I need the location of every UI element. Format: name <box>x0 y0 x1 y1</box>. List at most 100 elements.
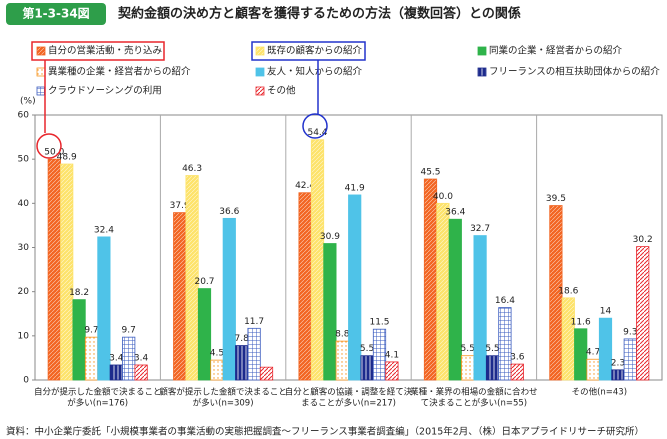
data-label: 11.6 <box>571 317 591 327</box>
data-label: 45.5 <box>420 168 440 178</box>
bar <box>185 175 199 381</box>
data-label: 5.5 <box>485 344 499 354</box>
bar <box>561 297 575 381</box>
data-label: 30.2 <box>633 235 653 245</box>
bar <box>586 358 600 381</box>
data-label: 3.6 <box>510 353 525 363</box>
data-label: 40.0 <box>433 192 453 202</box>
data-label: 20.7 <box>194 277 214 287</box>
bar <box>72 299 86 381</box>
bar <box>461 355 475 381</box>
data-label: 30.9 <box>320 232 340 242</box>
legend-swatch <box>255 67 265 77</box>
bar <box>372 328 387 381</box>
y-tick-label: 60 <box>18 111 30 121</box>
data-label: 7.8 <box>235 334 250 344</box>
bar <box>173 212 187 381</box>
x-tick-label: その他(n=43) <box>572 387 627 398</box>
x-tick-label: 業種・業界の相場の金額に合わせ <box>410 387 538 398</box>
bar <box>448 218 462 381</box>
data-label: 18.2 <box>69 288 89 298</box>
data-label: 3.4 <box>109 353 124 363</box>
data-label: 37.9 <box>170 201 190 211</box>
y-tick-label: 20 <box>18 287 30 297</box>
data-label: 39.5 <box>546 194 566 204</box>
bar <box>423 178 438 381</box>
data-label: 18.6 <box>558 286 578 296</box>
bar <box>360 355 374 381</box>
data-label: 2.3 <box>611 358 625 368</box>
bar <box>549 205 563 381</box>
x-tick-label: が多い(n=176) <box>67 398 128 409</box>
legend-swatch <box>36 67 46 77</box>
chart-title: 契約金額の決め方と顧客を獲得するための方法（複数回答）との関係 <box>117 6 521 22</box>
data-label: 42.4 <box>295 181 315 191</box>
bar <box>498 307 512 381</box>
highlight-box <box>31 41 165 61</box>
bar <box>109 364 123 381</box>
bar <box>636 246 650 381</box>
data-label: 48.9 <box>57 153 77 163</box>
legend-label: 自分の営業活動・売り込み <box>48 45 162 57</box>
data-label: 11.7 <box>244 317 264 327</box>
x-tick-label: 顧客が提示した金額で決まること <box>159 387 287 398</box>
bar <box>623 338 637 381</box>
data-label: 32.4 <box>94 225 114 235</box>
bar <box>473 235 487 381</box>
y-tick-label: 0 <box>23 376 29 386</box>
data-label: 41.9 <box>345 183 365 193</box>
bar <box>84 336 99 381</box>
legend-swatch <box>477 67 487 77</box>
data-label: 14 <box>600 307 612 317</box>
legend-label: フリーランスの相互扶助団体からの紹介 <box>489 66 660 78</box>
data-label: 46.3 <box>182 164 202 174</box>
bar <box>335 340 349 381</box>
source-note: 資料：中小企業庁委託「小規模事業者の事業活動の実態把握調査～フリーランス事業者調… <box>6 426 644 438</box>
y-axis-label: (%) <box>20 97 36 107</box>
bar <box>134 364 148 381</box>
x-tick-label: て決まることが多い(n=55) <box>421 398 527 409</box>
bar <box>247 327 261 381</box>
x-tick-label: 自分が提示した金額で決まること <box>34 387 162 398</box>
bar <box>510 363 524 381</box>
bar <box>235 345 249 381</box>
y-tick-label: 30 <box>18 243 30 253</box>
legend-label: 異業種の企業・経営者からの紹介 <box>48 66 191 78</box>
data-label: 50.0 <box>44 148 64 158</box>
highlight-circle <box>302 113 328 139</box>
data-label: 3.4 <box>134 353 149 363</box>
bar <box>298 192 312 381</box>
y-tick-label: 40 <box>18 199 30 209</box>
highlight-box <box>251 41 366 61</box>
bar <box>385 361 399 381</box>
data-label: 9.3 <box>623 327 637 337</box>
data-label: 16.4 <box>495 296 515 306</box>
legend-label: クラウドソーシングの利用 <box>48 85 162 97</box>
figure-number: 第1-3-34図 <box>22 6 89 21</box>
highlight-circle <box>36 133 62 159</box>
annotations <box>31 41 366 159</box>
bar <box>222 217 236 381</box>
data-label: 5.5 <box>360 344 374 354</box>
data-label: 8.8 <box>335 330 350 340</box>
x-tick-label: まることが多い(n=217) <box>301 398 396 409</box>
data-label: 32.7 <box>470 224 490 234</box>
y-tick-label: 10 <box>18 331 30 341</box>
x-tick-label: 自分と顧客の協議・調整を経て決 <box>285 387 413 398</box>
data-label: 9.7 <box>122 326 136 336</box>
bar <box>122 336 136 381</box>
data-label: 36.6 <box>219 207 239 217</box>
bar <box>436 202 450 381</box>
legend-label: 友人・知人からの紹介 <box>267 66 363 78</box>
data-label: 36.4 <box>445 208 465 218</box>
bar <box>485 355 500 381</box>
legend-swatch <box>477 46 487 56</box>
data-label: 11.5 <box>369 318 389 328</box>
bar <box>598 317 613 381</box>
data-label: 4.1 <box>385 350 399 360</box>
bar <box>611 369 625 381</box>
bar <box>259 366 274 381</box>
legend-swatch <box>255 46 265 56</box>
